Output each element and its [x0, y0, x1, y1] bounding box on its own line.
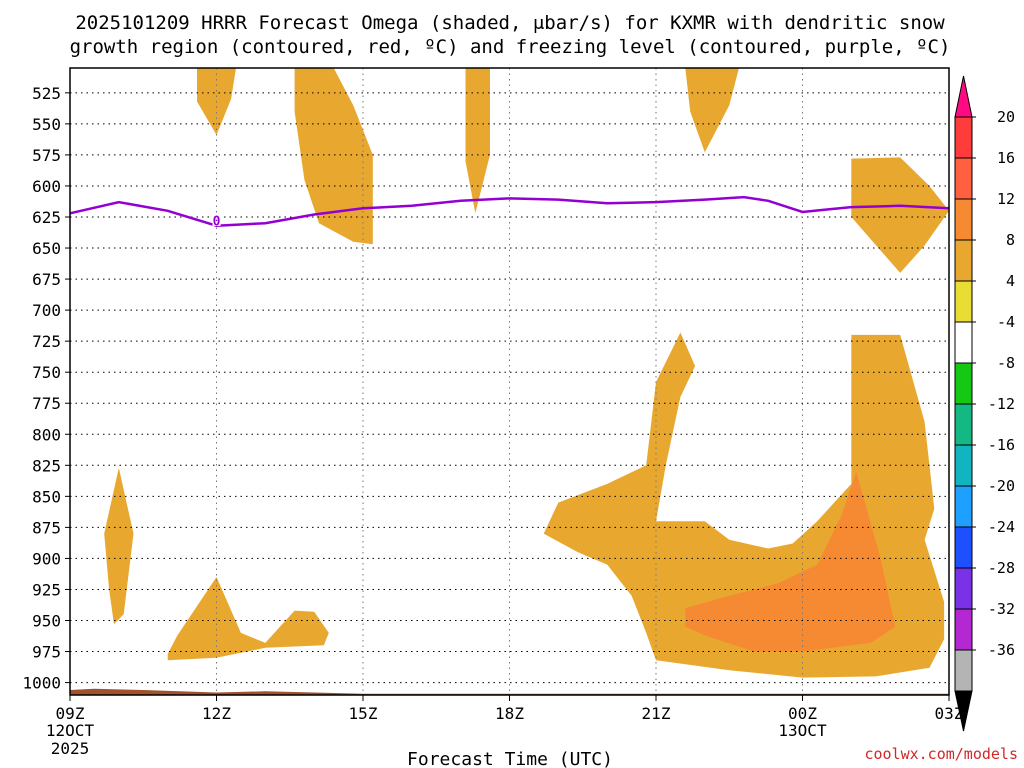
- x-tick-label-15Z: 15Z: [349, 704, 378, 723]
- colorbar-label-8: 8: [1006, 231, 1015, 249]
- colorbar-swatch-6: [954, 362, 973, 405]
- terrain-fill: [70, 688, 949, 695]
- x-tick-date-09Z: 12OCT: [46, 721, 95, 740]
- y-tick-label-575: 575: [32, 146, 61, 165]
- colorbar-label--28: -28: [988, 559, 1015, 577]
- omega-region-low-hill-12z: [167, 577, 329, 661]
- x-tick-label-21Z: 21Z: [642, 704, 671, 723]
- omega-region-green-drop-17z: [446, 577, 495, 667]
- colorbar-label--16: -16: [988, 436, 1015, 454]
- colorbar: 20 16 12 8 4 -4 -8 -12 -16 -20 -24 -28 -32 -36: [954, 75, 1015, 732]
- colorbar-label--8: -8: [997, 354, 1015, 372]
- omega-region-upper-wedge-02z: [851, 157, 949, 273]
- colorbar-swatch-3: [954, 239, 973, 282]
- y-tick-label-625: 625: [32, 208, 61, 227]
- y-tick-label-750: 750: [32, 363, 61, 382]
- credit-text: coolwx.com/models: [864, 745, 1018, 763]
- colorbar-label--36: -36: [988, 641, 1015, 659]
- colorbar-label--24: -24: [988, 518, 1015, 536]
- y-tick-label-850: 850: [32, 487, 61, 506]
- x-tick-date-00Z: 13OCT: [778, 721, 827, 740]
- colorbar-label--4: -4: [997, 313, 1015, 331]
- omega-region-orange-core-01z: [685, 471, 896, 652]
- y-tick-label-975: 975: [32, 643, 61, 662]
- colorbar-swatch-12: [954, 608, 973, 651]
- y-tick-label-1000: 1000: [22, 674, 61, 693]
- y-tick-label-675: 675: [32, 270, 61, 289]
- freezing-level-line: [69, 195, 950, 227]
- colorbar-swatch-5: [954, 321, 973, 364]
- colorbar-top-arrow: [954, 75, 973, 118]
- colorbar-swatch-7: [954, 403, 973, 446]
- y-tick-label-900: 900: [32, 549, 61, 568]
- terrain-layer: [70, 688, 949, 695]
- y-tick-label-800: 800: [32, 425, 61, 444]
- y-tick-label-925: 925: [32, 580, 61, 599]
- grid-lines: [70, 68, 949, 695]
- colorbar-label--12: -12: [988, 395, 1015, 413]
- colorbar-label-4: 4: [1006, 272, 1015, 290]
- colorbar-swatch-0: [954, 116, 973, 159]
- chart-title-line1: 2025101209 HRRR Forecast Omega (shaded, …: [75, 12, 945, 34]
- x-tick-label-03Z: 03Z: [935, 704, 964, 723]
- y-tick-label-525: 525: [32, 84, 61, 103]
- y-tick-label-825: 825: [32, 456, 61, 475]
- omega-region-upper-cone-22z: [685, 68, 739, 153]
- colorbar-swatch-1: [954, 157, 973, 200]
- y-tick-label-950: 950: [32, 612, 61, 631]
- plot-frame: [69, 67, 950, 696]
- y-tick-label-700: 700: [32, 301, 61, 320]
- omega-shaded-regions: [104, 68, 949, 678]
- omega-region-upper-spike-17z: [465, 68, 490, 214]
- colorbar-swatch-10: [954, 526, 973, 569]
- colorbar-swatch-11: [954, 567, 973, 610]
- y-tick-label-725: 725: [32, 332, 61, 351]
- y-tick-label-600: 600: [32, 177, 61, 196]
- chart-title-line2: growth region (contoured, red, ºC) and f…: [70, 36, 951, 58]
- omega-region-low-sliver-10z: [104, 467, 134, 625]
- freezing-level-label: 0: [213, 214, 221, 229]
- colorbar-swatch-13: [954, 649, 973, 692]
- colorbar-label--20: -20: [988, 477, 1015, 495]
- x-tick-label-00Z: 00Z: [788, 704, 817, 723]
- colorbar-swatch-4: [954, 280, 973, 323]
- freezing-level-contour: 0: [69, 195, 950, 229]
- x-tick-label-12Z: 12Z: [202, 704, 231, 723]
- colorbar-label-20: 20: [997, 108, 1015, 126]
- x-tick-year-09Z: 2025: [51, 739, 90, 758]
- x-tick-label-09Z: 09Z: [56, 704, 85, 723]
- omega-region-upper-column-14z: [294, 68, 373, 245]
- colorbar-swatch-8: [954, 444, 973, 487]
- y-tick-label-650: 650: [32, 239, 61, 258]
- freezing-label-bg: [212, 213, 221, 226]
- colorbar-label--32: -32: [988, 600, 1015, 618]
- colorbar-bottom-arrow: [954, 690, 973, 732]
- colorbar-swatch-9: [954, 485, 973, 528]
- y-tick-label-775: 775: [32, 394, 61, 413]
- colorbar-label-12: 12: [997, 190, 1015, 208]
- x-tick-label-18Z: 18Z: [495, 704, 524, 723]
- colorbar-label-16: 16: [997, 149, 1015, 167]
- y-tick-label-550: 550: [32, 115, 61, 134]
- y-tick-label-875: 875: [32, 518, 61, 537]
- x-axis-label: Forecast Time (UTC): [407, 749, 613, 768]
- y-axis-ticks: 525 550 575 600 625 650 675 700 725 750 775 800 825 8…: [22, 84, 70, 693]
- colorbar-swatch-2: [954, 198, 973, 241]
